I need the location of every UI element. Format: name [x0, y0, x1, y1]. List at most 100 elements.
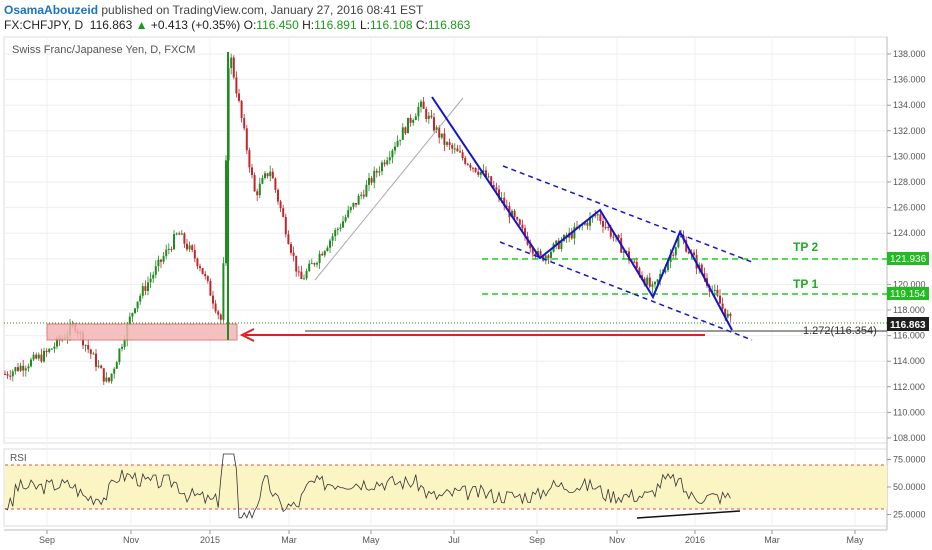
candle-body [201, 268, 204, 274]
candle-body [365, 184, 368, 197]
candle-body [456, 148, 459, 152]
candle-body [391, 150, 394, 158]
candle-body [482, 170, 485, 173]
candle-body [222, 263, 225, 320]
candle-body [729, 313, 732, 317]
candle-body [474, 167, 477, 172]
candle-body [35, 354, 38, 359]
candle-body [472, 167, 474, 169]
rsi-tick-label: 75.0000 [893, 455, 926, 465]
candle-body [4, 374, 6, 375]
candle-body [287, 234, 290, 245]
candle-body [505, 205, 508, 207]
candle-body [295, 255, 298, 272]
candle-body [269, 171, 272, 177]
close-label: C: [415, 18, 428, 32]
candle-body [339, 227, 342, 229]
candle-body [173, 234, 175, 250]
candle-body [147, 282, 149, 291]
candle-body [245, 128, 248, 151]
candle-body [89, 349, 92, 354]
zigzag-pattern [431, 96, 733, 331]
candle-body [612, 236, 615, 238]
candle-body [550, 251, 552, 258]
rsi-tick-label: 50.0000 [893, 482, 926, 492]
tp2-price-tag [887, 252, 929, 265]
candle-body [284, 216, 287, 235]
candle-body [674, 247, 677, 256]
candle-body [334, 230, 337, 237]
y-tick-label: 130.000 [893, 151, 926, 161]
candle-body [123, 340, 126, 347]
candle-body [139, 295, 142, 302]
close-value: 116.863 [427, 18, 471, 32]
candle-body [53, 346, 56, 349]
candle-body [196, 258, 199, 267]
candle-body [206, 276, 209, 282]
candle-body [440, 133, 443, 138]
candle-body [719, 295, 721, 304]
channel-top-line [502, 165, 753, 263]
candle-body [459, 151, 461, 153]
candle-body [672, 254, 675, 256]
candle-body [495, 187, 498, 190]
candle-body [243, 117, 246, 129]
candle-body [110, 373, 113, 382]
candle-body [680, 235, 682, 238]
candle-body [700, 264, 703, 274]
x-tick-label: 2016 [685, 535, 705, 545]
candle-body [118, 348, 121, 363]
candle-body [292, 252, 295, 256]
candle-body [136, 301, 139, 309]
last-price: 116.863 [89, 18, 133, 32]
candle-body [524, 228, 526, 237]
y-tick-label: 114.000 [893, 356, 925, 366]
candle-body [19, 365, 22, 371]
candle-body [321, 253, 324, 256]
rsi-title: RSI [10, 453, 27, 464]
last-price-label: 116.863 [890, 320, 926, 331]
candle-body [149, 278, 152, 283]
candle-body [30, 359, 32, 367]
candle-body [326, 247, 329, 252]
candle-body [331, 236, 334, 241]
candle-body [648, 277, 651, 287]
symbol-label[interactable]: FX:CHFJPY, D [4, 18, 84, 32]
candle-body [360, 194, 363, 196]
chart-title: Swiss Franc/Japanese Yen, D, FXCM [12, 44, 195, 56]
candle-body [131, 312, 134, 317]
candle-body [693, 252, 695, 256]
candle-body [230, 57, 233, 69]
candle-body [461, 152, 464, 159]
candle-body [453, 148, 456, 150]
rsi-line [4, 453, 731, 519]
candle-body [430, 115, 433, 118]
candle-body [209, 281, 212, 296]
candle-body [349, 207, 352, 211]
candle-body [305, 271, 308, 279]
candle-body [188, 245, 191, 250]
candle-body [659, 274, 662, 280]
tp2-label: TP 2 [793, 240, 818, 254]
candle-body [329, 240, 331, 248]
candle-body [407, 117, 409, 134]
y-tick-label: 110.000 [893, 407, 925, 417]
candle-body [167, 248, 170, 250]
candle-body [412, 120, 415, 123]
candle-body [721, 303, 724, 309]
rsi-tick-label: 25.0000 [893, 510, 926, 520]
candle-body [381, 162, 383, 172]
candle-body [323, 251, 326, 256]
candle-body [22, 365, 25, 371]
candle-body [539, 251, 542, 256]
candle-body [282, 208, 285, 217]
candle-body [14, 367, 17, 372]
candle-body [357, 195, 360, 205]
candle-body [154, 266, 157, 275]
candle-body [271, 171, 274, 179]
author-link[interactable]: OsamaAbouzeid [4, 3, 99, 17]
candle-body [134, 308, 136, 313]
candle-body [677, 237, 680, 248]
candle-body [9, 375, 12, 377]
